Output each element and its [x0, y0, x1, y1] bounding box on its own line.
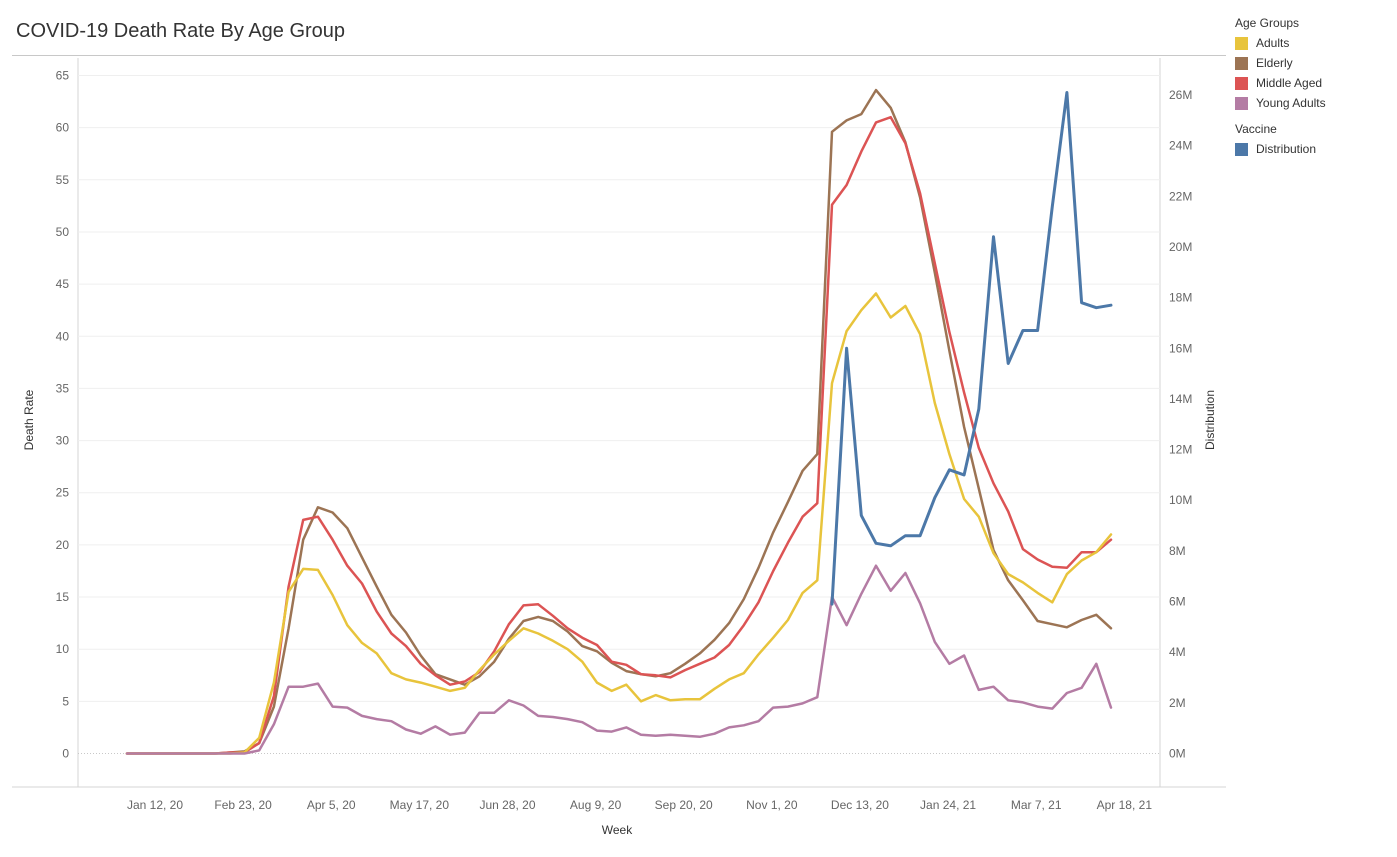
legend-item-adults[interactable]: Adults	[1235, 33, 1326, 53]
series-line-elderly[interactable]	[125, 88, 1113, 755]
x-tick-label: Jan 12, 20	[127, 798, 183, 812]
y-tick-label: 15	[56, 590, 70, 604]
y2-tick-label: 6M	[1169, 595, 1186, 609]
y-tick-label: 10	[56, 642, 70, 656]
y2-tick-label: 18M	[1169, 291, 1192, 305]
series-line-distribution[interactable]	[830, 91, 1113, 606]
x-tick-label: Apr 18, 21	[1097, 798, 1153, 812]
legend-age-groups-title: Age Groups	[1235, 16, 1300, 30]
y-tick-label: 20	[56, 538, 70, 552]
legend-item-middle-aged[interactable]: Middle Aged	[1235, 73, 1326, 93]
legend-item-young-adults[interactable]: Young Adults	[1235, 93, 1326, 113]
x-tick-label: Mar 7, 21	[1011, 798, 1062, 812]
legend-label: Distribution	[1256, 142, 1317, 156]
y2-tick-label: 2M	[1169, 696, 1186, 710]
y-tick-label: 40	[56, 329, 70, 343]
legend[interactable]: Age Groups Adults Elderly Middle Aged Young…	[1235, 16, 1326, 159]
x-axis-title: Week	[602, 823, 633, 837]
y2-tick-label: 20M	[1169, 240, 1192, 254]
x-axis: Jan 12, 20 Feb 23, 20 Apr 5, 20 May 17, 20 J…	[127, 798, 1152, 812]
y2-tick-label: 16M	[1169, 341, 1192, 355]
y2-tick-label: 10M	[1169, 493, 1192, 507]
y-tick-label: 25	[56, 486, 70, 500]
gridlines	[78, 75, 1160, 702]
y-tick-label: 60	[56, 121, 70, 135]
y2-tick-label: 14M	[1169, 392, 1192, 406]
y-tick-label: 30	[56, 434, 70, 448]
legend-item-elderly[interactable]: Elderly	[1235, 53, 1326, 73]
legend-swatch	[1235, 76, 1248, 90]
series-line-adults[interactable]	[125, 292, 1113, 755]
y-tick-label: 50	[56, 225, 70, 239]
title-divider	[12, 55, 1226, 56]
legend-label: Young Adults	[1256, 96, 1326, 110]
x-tick-label: Jun 28, 20	[479, 798, 535, 812]
x-tick-label: Apr 5, 20	[307, 798, 356, 812]
legend-vaccine-title: Vaccine	[1235, 122, 1277, 136]
legend-swatch	[1235, 142, 1248, 156]
series-line-middle-aged[interactable]	[125, 115, 1113, 755]
legend-vaccine[interactable]: Distribution	[1235, 139, 1326, 159]
legend-age-groups[interactable]: Adults Elderly Middle Aged Young Adults	[1235, 33, 1326, 113]
x-tick-label: Aug 9, 20	[570, 798, 622, 812]
y2-tick-label: 12M	[1169, 443, 1192, 457]
legend-item-distribution[interactable]: Distribution	[1235, 139, 1326, 159]
y2-tick-label: 24M	[1169, 139, 1192, 153]
y2-tick-label: 26M	[1169, 88, 1192, 102]
legend-swatch	[1235, 56, 1248, 70]
x-tick-label: Dec 13, 20	[831, 798, 889, 812]
chart-title: COVID-19 Death Rate By Age Group	[16, 20, 346, 42]
series-line-young-adults[interactable]	[125, 564, 1113, 755]
legend-label: Middle Aged	[1256, 76, 1323, 90]
legend-label: Adults	[1256, 36, 1290, 50]
legend-label: Elderly	[1256, 56, 1293, 70]
x-tick-label: Nov 1, 20	[746, 798, 798, 812]
x-tick-label: Jan 24, 21	[920, 798, 976, 812]
y2-tick-label: 22M	[1169, 189, 1192, 203]
x-tick-label: May 17, 20	[390, 798, 450, 812]
legend-swatch	[1235, 96, 1248, 110]
y2-tick-label: 4M	[1169, 645, 1186, 659]
y-tick-label: 5	[62, 694, 69, 708]
y2-tick-label: 8M	[1169, 544, 1186, 558]
legend-swatch	[1235, 36, 1248, 50]
y-tick-label: 0	[62, 747, 69, 761]
y-axis-left: 0 5 10 15 20 25 30 35 40 45 50 55 60 65	[56, 69, 70, 761]
y2-axis-title: Distribution	[1203, 390, 1217, 450]
y-tick-label: 45	[56, 277, 70, 291]
y-axis-title: Death Rate	[22, 389, 36, 450]
x-tick-label: Sep 20, 20	[655, 798, 713, 812]
series-lines[interactable]	[125, 88, 1113, 755]
y2-tick-label: 0M	[1169, 747, 1186, 761]
y-tick-label: 55	[56, 173, 70, 187]
y-tick-label: 65	[56, 69, 70, 83]
chart-frame	[12, 58, 1226, 788]
x-tick-label: Feb 23, 20	[214, 798, 272, 812]
y-tick-label: 35	[56, 381, 70, 395]
y-axis-right: 0M 2M 4M 6M 8M 10M 12M 14M 16M 18M 20M 22M 24M 26M	[1169, 88, 1192, 761]
